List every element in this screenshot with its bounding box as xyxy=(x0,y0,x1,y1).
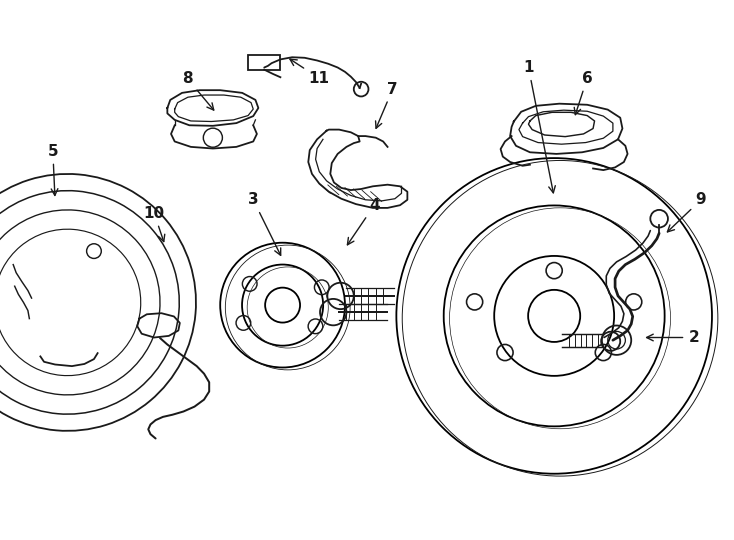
Text: 6: 6 xyxy=(574,71,592,114)
Text: 4: 4 xyxy=(347,198,379,245)
Text: 11: 11 xyxy=(290,59,330,86)
Text: 7: 7 xyxy=(376,82,398,129)
Text: 8: 8 xyxy=(182,71,214,110)
Text: 10: 10 xyxy=(144,206,164,241)
Text: 1: 1 xyxy=(523,60,556,193)
Text: 9: 9 xyxy=(667,192,706,232)
Text: 2: 2 xyxy=(647,330,699,345)
Text: 3: 3 xyxy=(248,192,280,255)
Text: 5: 5 xyxy=(48,144,58,195)
